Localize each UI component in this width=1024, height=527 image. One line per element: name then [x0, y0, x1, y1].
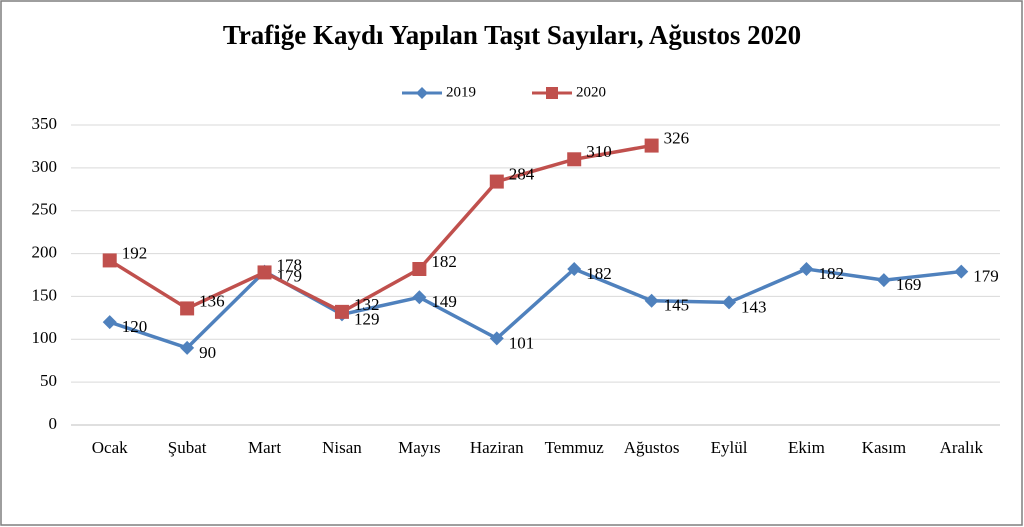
data-label: 129	[354, 309, 380, 328]
legend-label: 2019	[446, 84, 476, 100]
marker	[257, 265, 272, 280]
y-tick-label: 250	[32, 200, 58, 219]
marker	[567, 152, 582, 167]
data-label: 284	[509, 164, 535, 183]
legend-label: 2020	[576, 84, 606, 100]
marker	[102, 253, 117, 268]
series-line	[108, 143, 652, 314]
data-label: 192	[122, 243, 148, 262]
data-label: 310	[586, 142, 612, 161]
marker	[180, 301, 195, 316]
x-tick-label: Haziran	[470, 438, 524, 457]
data-label: 145	[664, 296, 690, 315]
legend-marker	[546, 87, 558, 99]
x-tick-label: Aralık	[940, 438, 984, 457]
x-tick-label: Mart	[248, 438, 281, 457]
data-label: 120	[122, 317, 148, 336]
x-tick-label: Şubat	[168, 438, 207, 457]
data-label: 90	[199, 343, 216, 362]
data-label: 178	[277, 255, 303, 274]
y-tick-label: 150	[32, 285, 58, 304]
y-tick-label: 300	[32, 157, 58, 176]
marker	[567, 262, 582, 276]
marker	[334, 304, 349, 319]
marker	[644, 138, 659, 153]
marker	[799, 262, 814, 276]
series-line	[109, 266, 962, 350]
data-label: 179	[973, 266, 999, 285]
chart-title: Trafiğe Kaydı Yapılan Taşıt Sayıları, Ağ…	[223, 20, 801, 50]
x-tick-label: Mayıs	[398, 438, 441, 457]
marker	[722, 295, 737, 310]
marker	[102, 315, 117, 330]
marker	[876, 273, 891, 288]
data-label: 182	[818, 264, 844, 283]
data-label: 182	[431, 252, 457, 271]
marker	[954, 264, 969, 279]
x-tick-label: Ekim	[788, 438, 825, 457]
x-tick-label: Nisan	[322, 438, 362, 457]
y-tick-label: 200	[32, 242, 58, 261]
x-tick-label: Eylül	[711, 438, 748, 457]
y-tick-label: 0	[49, 414, 58, 433]
x-tick-label: Kasım	[862, 438, 906, 457]
marker	[644, 293, 659, 308]
marker	[489, 174, 504, 189]
y-tick-label: 350	[32, 114, 58, 133]
data-label: 182	[586, 264, 612, 283]
marker	[180, 340, 195, 355]
legend-marker	[416, 87, 428, 99]
x-tick-label: Ağustos	[624, 438, 680, 457]
data-label: 169	[896, 275, 922, 294]
marker	[489, 331, 504, 346]
data-label: 143	[741, 297, 767, 316]
x-tick-label: Ocak	[92, 438, 128, 457]
y-tick-label: 50	[40, 371, 57, 390]
data-label: 136	[199, 291, 225, 310]
y-tick-label: 100	[32, 328, 58, 347]
data-label: 326	[664, 128, 690, 147]
data-label: 101	[509, 333, 534, 352]
data-label: 149	[431, 292, 457, 311]
marker	[412, 290, 427, 305]
data-label: 132	[354, 295, 380, 314]
x-tick-label: Temmuz	[545, 438, 605, 457]
marker	[412, 262, 427, 276]
